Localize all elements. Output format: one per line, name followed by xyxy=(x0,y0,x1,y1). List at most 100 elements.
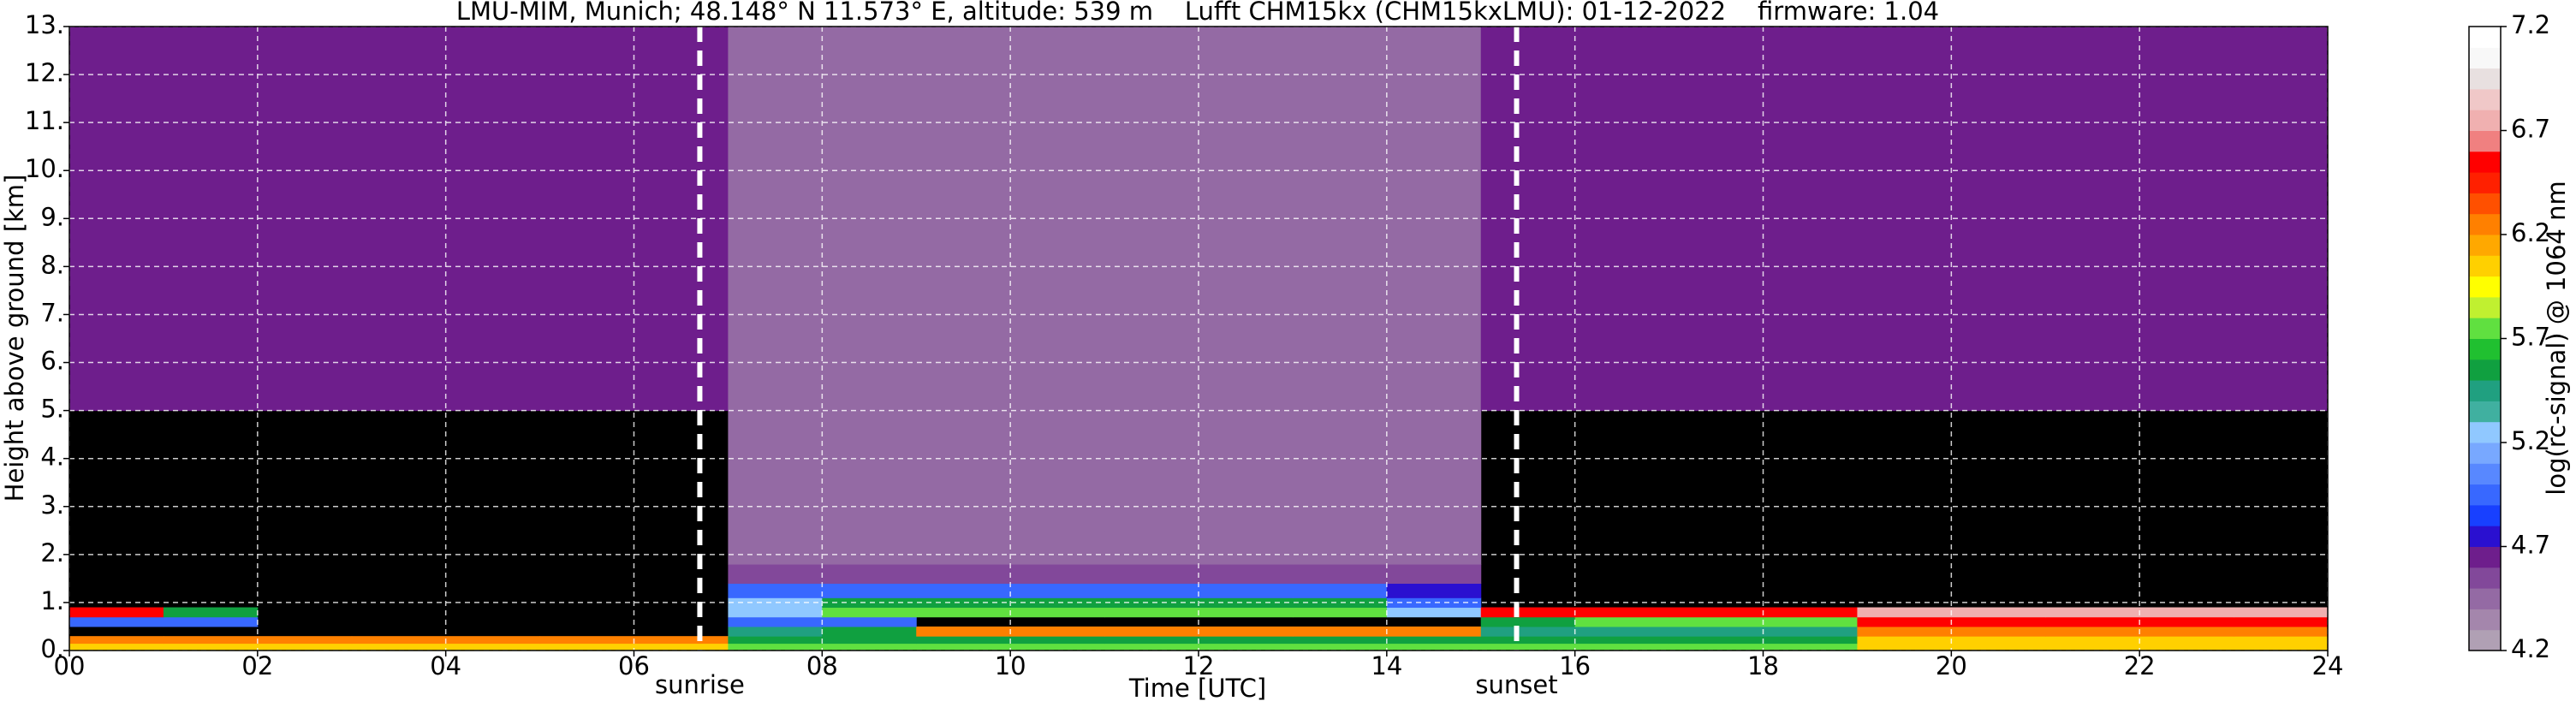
heatmap-cell xyxy=(1010,626,1105,637)
x-tick-label: 14 xyxy=(1371,651,1402,680)
colorbar-band xyxy=(2469,130,2501,152)
heatmap-cell xyxy=(634,266,729,412)
heatmap-cell xyxy=(539,266,634,412)
heatmap-cell xyxy=(728,564,823,584)
colorbar-band xyxy=(2469,567,2501,589)
colorbar-band xyxy=(2469,193,2501,215)
heatmap-cell xyxy=(1199,564,1294,584)
heatmap-cell xyxy=(916,266,1011,412)
heatmap-cell xyxy=(445,636,541,645)
heatmap-cell xyxy=(728,266,823,412)
heatmap-cell xyxy=(1010,636,1105,645)
heatmap-cell xyxy=(822,266,917,412)
heatmap-cell xyxy=(1199,643,1294,651)
heatmap-cell xyxy=(1951,636,2046,645)
colorbar-band xyxy=(2469,588,2501,609)
heatmap-cell xyxy=(1763,636,1858,645)
colorbar-tick-label: 5.7 xyxy=(2511,323,2550,352)
annotation-label: sunrise xyxy=(655,670,745,699)
y-axis-label: Height above ground [km] xyxy=(0,175,29,502)
heatmap-cell xyxy=(916,607,1011,618)
colorbar-tick-label: 6.2 xyxy=(2511,218,2550,247)
y-tick-label: 4. xyxy=(40,443,64,472)
heatmap-cell xyxy=(2139,607,2234,618)
heatmap-cell xyxy=(1199,607,1294,618)
heatmap-cell xyxy=(822,616,917,627)
heatmap-cell xyxy=(2234,27,2329,267)
heatmap-cell xyxy=(2234,266,2329,412)
heatmap-cell xyxy=(1104,607,1199,618)
heatmap-cell xyxy=(728,607,823,618)
colorbar-band xyxy=(2469,110,2501,131)
colorbar-band xyxy=(2469,27,2501,48)
heatmap-cell xyxy=(728,506,823,532)
heatmap-cell xyxy=(351,266,447,412)
heatmap-cell xyxy=(163,636,259,645)
heatmap-cell xyxy=(2234,607,2329,618)
heatmap-cell xyxy=(2045,616,2140,627)
heatmap-cell xyxy=(1763,616,1858,627)
colorbar-band xyxy=(2469,443,2501,464)
x-tick-label: 00 xyxy=(54,651,86,680)
heatmap-cell xyxy=(1951,27,2046,267)
heatmap-cell xyxy=(2234,616,2329,627)
heatmap-cell xyxy=(1574,636,1670,645)
x-tick-label: 10 xyxy=(995,651,1026,680)
heatmap-cell xyxy=(1292,607,1388,618)
heatmap-cell xyxy=(822,643,917,651)
heatmap-cell xyxy=(822,583,917,598)
heatmap-cell xyxy=(728,636,823,645)
heatmap-cell xyxy=(1104,643,1199,651)
heatmap-cell xyxy=(1010,607,1105,618)
heatmap-cell xyxy=(2045,27,2140,267)
colorbar-band xyxy=(2469,88,2501,110)
colorbar-band xyxy=(2469,172,2501,193)
heatmap-cell xyxy=(1857,643,1952,651)
colorbar-band xyxy=(2469,276,2501,298)
heatmap-cell xyxy=(916,626,1011,637)
heatmap-cell xyxy=(916,530,1011,565)
heatmap-cell xyxy=(1292,27,1388,267)
heatmap-cell xyxy=(1480,616,1576,627)
heatmap-cell xyxy=(539,636,634,645)
heatmap-cell xyxy=(163,266,259,412)
heatmap-cell xyxy=(1951,607,2046,618)
heatmap-cell xyxy=(1386,597,1482,609)
heatmap-cell xyxy=(163,27,259,267)
annotation-label: sunset xyxy=(1475,670,1557,699)
heatmap-cell xyxy=(822,597,917,609)
heatmap-cell xyxy=(1763,607,1858,618)
heatmap-cell xyxy=(1669,27,1764,267)
heatmap-cell xyxy=(445,27,541,267)
heatmap-cell xyxy=(822,607,917,618)
heatmap-cell xyxy=(2139,616,2234,627)
heatmap-cell xyxy=(1386,266,1482,412)
x-tick-label: 06 xyxy=(618,651,650,680)
colorbar-band xyxy=(2469,526,2501,547)
heatmap-cell xyxy=(1292,583,1388,598)
x-tick-label: 16 xyxy=(1559,651,1591,680)
heatmap-cell xyxy=(2139,27,2234,267)
x-axis-label: Time [UTC] xyxy=(1128,674,1266,703)
heatmap-cell xyxy=(163,643,259,651)
heatmap-cell xyxy=(822,564,917,584)
heatmap-cell xyxy=(69,636,164,645)
colorbar-band xyxy=(2469,338,2501,360)
heatmap-cell xyxy=(1480,643,1576,651)
heatmap-cell xyxy=(1199,530,1294,565)
heatmap-cell xyxy=(1386,626,1482,637)
heatmap-cell xyxy=(1857,27,1952,267)
colorbar-band xyxy=(2469,463,2501,485)
heatmap-cell xyxy=(163,607,259,618)
y-tick-label: 1. xyxy=(40,586,64,615)
heatmap-cell xyxy=(2045,607,2140,618)
heatmap-cell xyxy=(351,636,447,645)
heatmap-cell xyxy=(822,530,917,565)
heatmap-cell xyxy=(1104,626,1199,637)
heatmap-cell xyxy=(1669,266,1764,412)
heatmap-cell xyxy=(1199,583,1294,598)
heatmap-cell xyxy=(1386,583,1482,598)
heatmap-cell xyxy=(1574,643,1670,651)
